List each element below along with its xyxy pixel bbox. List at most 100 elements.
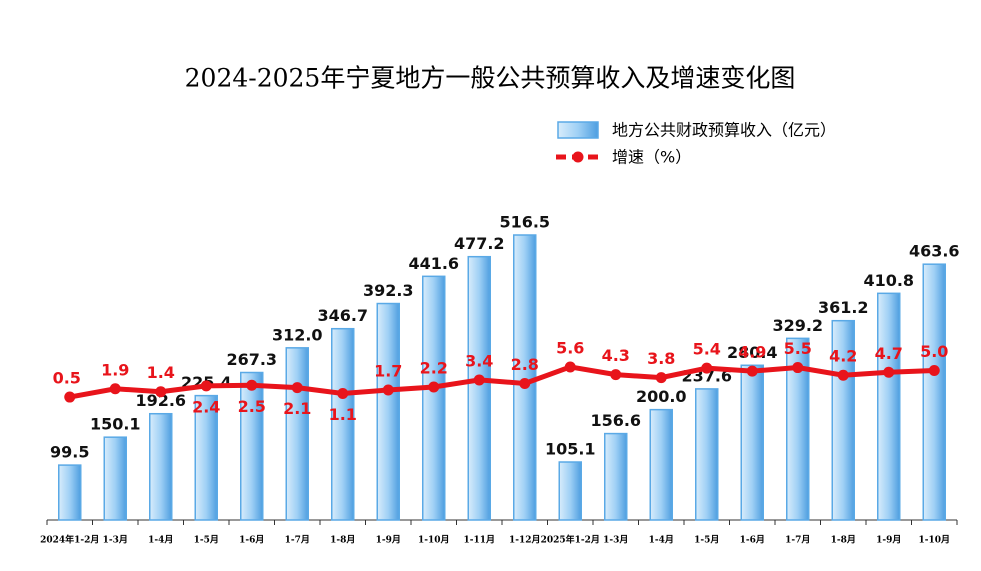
bar-label: 267.3	[226, 350, 277, 369]
line-label: 2.4	[192, 397, 220, 416]
line-label: 1.7	[374, 361, 402, 380]
line-point	[337, 388, 349, 400]
bar	[786, 337, 810, 521]
line-label: 4.2	[829, 347, 857, 366]
legend-swatch	[572, 151, 584, 163]
x-tick-label: 1-10月	[918, 535, 950, 546]
line-point	[200, 380, 212, 392]
line-point	[246, 379, 258, 391]
line-label: 3.8	[647, 349, 675, 368]
bar	[831, 319, 855, 521]
line-label: 5.5	[784, 339, 812, 358]
bar	[422, 275, 446, 521]
line-label: 1.9	[101, 360, 129, 379]
bar-label: 99.5	[50, 443, 89, 462]
bar-label: 150.1	[90, 415, 141, 434]
legend-label: 增速（%）	[612, 148, 691, 167]
line-point	[928, 365, 940, 376]
bar-label: 192.6	[135, 391, 186, 410]
bar-label: 410.8	[863, 271, 914, 290]
x-tick-label: 1-5月	[194, 535, 219, 546]
x-tick-label: 1-10月	[418, 535, 450, 546]
bar	[285, 347, 309, 521]
line-point	[564, 361, 576, 373]
line-label: 1.1	[329, 405, 357, 424]
bar	[103, 436, 127, 521]
bar	[467, 255, 491, 521]
line-point	[883, 366, 895, 378]
x-tick-label: 1-11月	[463, 535, 495, 546]
bar-label: 477.2	[454, 234, 505, 253]
line-point	[291, 382, 303, 394]
chart-title: 2024-2025年宁夏地方一般公共预算收入及增速变化图	[185, 64, 796, 93]
bar-label: 441.6	[408, 254, 459, 273]
bar	[149, 412, 173, 521]
line-label: 5.0	[920, 342, 948, 361]
line-label: 2.8	[511, 355, 539, 374]
bar-label: 346.7	[317, 306, 368, 325]
line-point	[382, 384, 394, 396]
line-label: 3.4	[465, 351, 493, 370]
bar-label: 516.5	[499, 213, 550, 232]
bar	[649, 408, 673, 521]
x-tick-label: 1-9月	[876, 535, 901, 546]
bar	[194, 394, 218, 521]
x-tick-label: 1-3月	[603, 535, 628, 546]
bar	[240, 371, 264, 521]
bar	[604, 432, 628, 521]
bar-label: 312.0	[272, 325, 323, 344]
line-label: 4.3	[602, 346, 630, 365]
line-label: 2.2	[420, 359, 448, 378]
line-label: 4.9	[738, 343, 766, 362]
line-label: 2.5	[238, 397, 266, 416]
line-point	[473, 374, 485, 386]
line-label: 1.4	[147, 363, 175, 382]
bar-label: 105.1	[545, 440, 596, 459]
bar	[331, 327, 355, 521]
line-point	[701, 362, 713, 374]
line-label: 5.4	[693, 340, 721, 359]
bar	[740, 364, 764, 521]
line-point	[837, 369, 849, 381]
line-label: 0.5	[53, 369, 81, 388]
x-tick-label: 1-8月	[831, 535, 856, 546]
line-point	[519, 377, 531, 389]
bar-label: 200.0	[636, 387, 687, 406]
x-tick-label: 1-4月	[649, 535, 674, 546]
x-tick-label: 1-7月	[285, 535, 310, 546]
bar-label: 156.6	[590, 411, 641, 430]
bar	[877, 292, 901, 521]
bar-label: 463.6	[909, 242, 960, 261]
bar	[558, 461, 582, 521]
bar	[58, 464, 82, 521]
line-label: 2.1	[283, 399, 311, 418]
x-tick-label: 1-3月	[103, 535, 128, 546]
line	[69, 364, 935, 400]
x-tick-label: 1-9月	[376, 535, 401, 546]
bar-label: 392.3	[363, 281, 414, 300]
legend-swatch	[557, 121, 599, 139]
line-point	[792, 362, 804, 374]
line-point	[655, 372, 667, 384]
line-point	[109, 383, 121, 395]
line-point	[610, 369, 622, 381]
bar	[695, 388, 719, 521]
bar	[376, 302, 400, 521]
bar-label: 361.2	[818, 298, 869, 317]
bar	[513, 234, 537, 521]
x-tick-label: 1-8月	[330, 535, 355, 546]
legend-label: 地方公共财政预算收入（亿元）	[612, 121, 836, 140]
bar-label: 280.4	[727, 343, 778, 362]
bar	[922, 263, 946, 521]
line-point	[155, 386, 167, 398]
line-point	[64, 391, 76, 403]
x-tick-label: 2024年1-2月	[40, 534, 99, 546]
bar-label: 329.2	[772, 316, 823, 335]
line-label: 5.6	[556, 338, 584, 357]
x-tick-label: 1-6月	[239, 535, 264, 546]
x-tick-label: 1-12月	[509, 535, 541, 546]
x-tick-label: 1-7月	[785, 535, 810, 546]
line-label: 4.7	[875, 344, 903, 363]
x-tick-label: 1-6月	[740, 535, 765, 546]
